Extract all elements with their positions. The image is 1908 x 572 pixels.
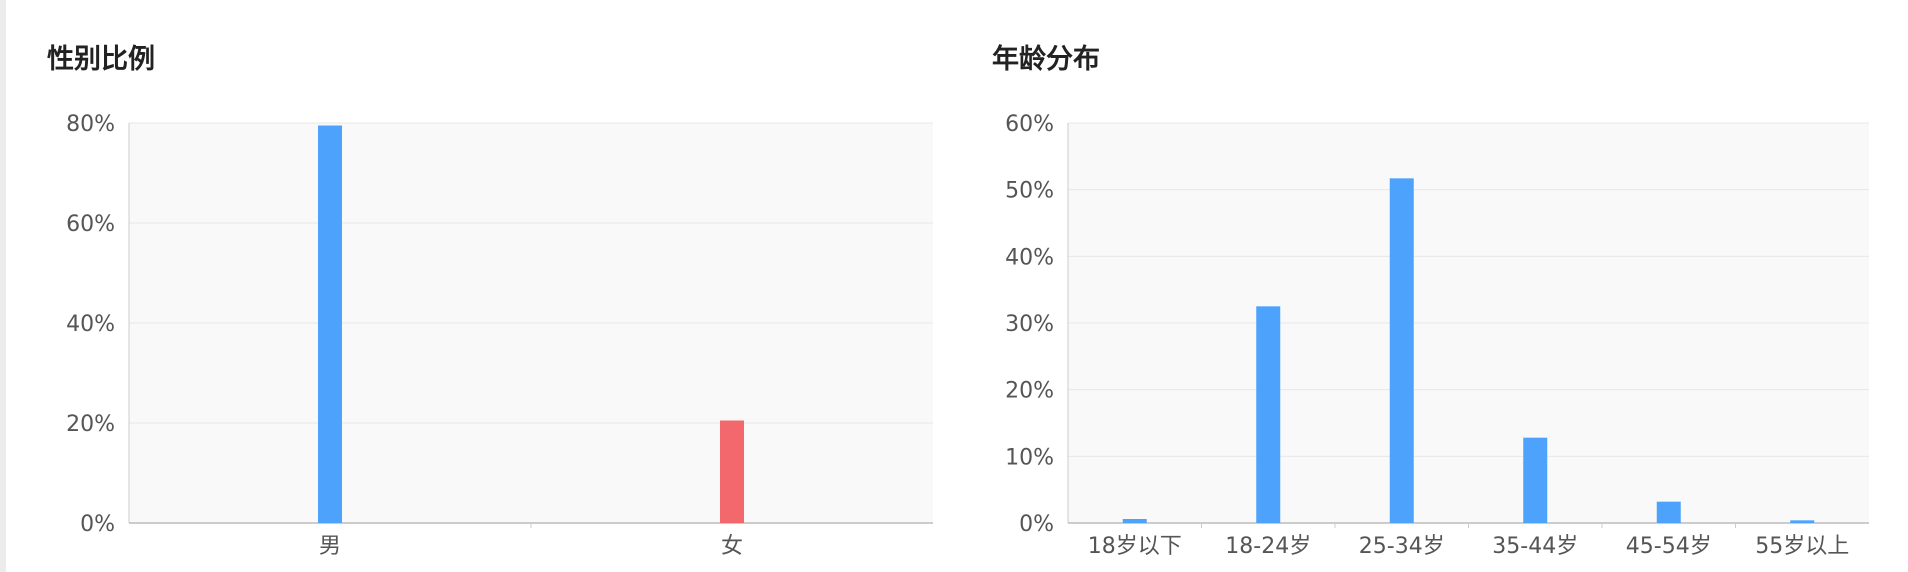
age-y-tick-label: 0% — [1019, 512, 1054, 537]
age-bar — [1523, 437, 1548, 523]
gender-bar — [318, 125, 342, 523]
age-x-tick-label: 18岁以下 — [1088, 534, 1182, 559]
age-x-tick-label: 55岁以上 — [1755, 534, 1849, 559]
age-chart-title: 年龄分布 — [992, 44, 1100, 75]
left-border — [0, 0, 6, 572]
age-x-tick-label: 18-24岁 — [1225, 534, 1311, 559]
gender-y-tick-label: 80% — [66, 112, 115, 137]
age-x-tick-label: 25-34岁 — [1359, 534, 1445, 559]
age-chart-panel: 年龄分布 0% 10% 20% 30% 40% 50% 60% 18岁以下 18-24岁 25-3… — [954, 0, 1908, 572]
gender-y-tick-label: 0% — [80, 512, 115, 537]
age-y-tick-label: 20% — [1005, 379, 1054, 404]
gender-y-tick-label: 60% — [66, 212, 115, 237]
age-bar — [1389, 178, 1414, 524]
age-x-tick-label: 35-44岁 — [1492, 534, 1578, 559]
age-x-tick-label: 45-54岁 — [1626, 534, 1712, 559]
gender-bar-chart: 0% 20% 40% 60% 80% 男 女 — [66, 112, 933, 559]
age-bar-chart: 0% 10% 20% 30% 40% 50% 60% 18岁以下 18-24岁 25-34岁 35-… — [1005, 112, 1869, 559]
age-bar — [1790, 520, 1815, 523]
age-y-tick-label: 30% — [1005, 312, 1054, 337]
age-y-tick-label: 40% — [1005, 245, 1054, 270]
gender-x-tick-label: 女 — [721, 534, 743, 559]
gender-y-tick-label: 20% — [66, 412, 115, 437]
gender-chart-panel: 性别比例 0% 20% 40% 60% 80% 男 女 — [47, 44, 933, 559]
age-bar — [1656, 501, 1681, 523]
age-bar — [1122, 519, 1147, 523]
gender-x-tick-label: 男 — [319, 534, 341, 559]
gender-chart-title: 性别比例 — [47, 44, 155, 75]
age-y-tick-label: 50% — [1005, 179, 1054, 204]
age-bar — [1256, 306, 1281, 523]
gender-bar — [720, 420, 744, 523]
gender-y-tick-label: 40% — [66, 312, 115, 337]
age-y-tick-label: 60% — [1005, 112, 1054, 137]
age-y-tick-label: 10% — [1005, 445, 1054, 470]
